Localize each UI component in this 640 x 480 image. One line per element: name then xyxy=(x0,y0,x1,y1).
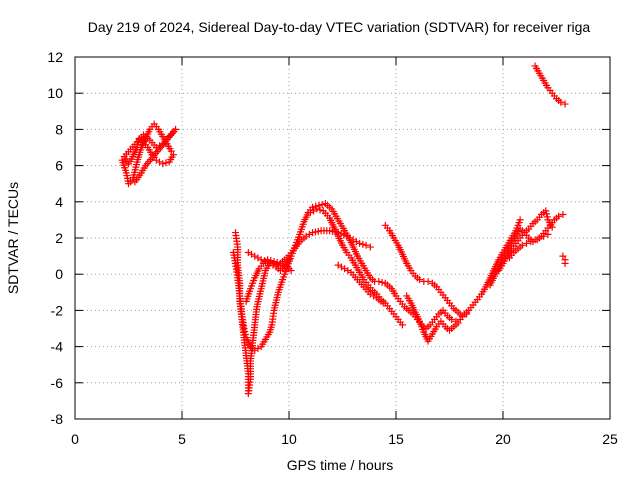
data-point xyxy=(362,241,370,249)
data-point xyxy=(240,325,248,332)
data-point xyxy=(162,159,170,167)
data-point xyxy=(264,258,272,266)
y-tick-label: 8 xyxy=(55,121,63,137)
data-point xyxy=(542,207,550,215)
y-tick-label: 2 xyxy=(55,230,63,246)
y-tick-label: 12 xyxy=(47,49,63,65)
data-point xyxy=(559,210,567,218)
y-tick-label: 4 xyxy=(55,194,63,210)
data-point xyxy=(248,250,256,258)
data-point xyxy=(165,158,173,166)
data-point xyxy=(378,278,386,286)
data-point xyxy=(337,263,345,271)
data-point xyxy=(156,158,164,166)
data-point xyxy=(260,257,268,265)
data-point xyxy=(518,241,526,249)
y-tick-label: 10 xyxy=(47,85,63,101)
data-point xyxy=(287,267,295,275)
x-tick-label: 25 xyxy=(602,431,618,447)
x-tick-label: 5 xyxy=(178,431,186,447)
y-axis-label: SDTVAR / TECUs xyxy=(5,182,21,294)
data-point xyxy=(379,299,387,307)
data-point xyxy=(344,267,352,275)
data-point xyxy=(375,277,383,285)
data-point xyxy=(535,234,543,242)
y-tick-label: 6 xyxy=(55,158,63,174)
data-point xyxy=(241,328,249,336)
data-point xyxy=(305,230,313,238)
x-tick-label: 20 xyxy=(495,431,511,447)
data-point xyxy=(267,258,275,266)
data-point xyxy=(531,236,539,244)
data-points xyxy=(118,62,569,398)
data-point xyxy=(561,259,569,267)
x-tick-label: 10 xyxy=(281,431,297,447)
data-point xyxy=(244,248,252,256)
data-point xyxy=(559,252,567,260)
data-point xyxy=(276,261,284,269)
data-point xyxy=(366,243,374,251)
data-point xyxy=(318,201,326,209)
data-point xyxy=(516,216,524,224)
data-point xyxy=(557,98,565,106)
y-tick-label: 0 xyxy=(55,266,63,282)
data-point xyxy=(334,261,342,269)
y-tick-label: -2 xyxy=(51,302,64,318)
data-point xyxy=(543,210,551,218)
data-point xyxy=(463,310,471,318)
data-point xyxy=(370,292,378,300)
data-point xyxy=(257,256,265,264)
axis-ticks xyxy=(74,56,611,420)
data-point xyxy=(548,223,556,231)
data-point xyxy=(359,240,367,248)
data-point xyxy=(241,331,249,339)
x-axis-label: GPS time / hours xyxy=(287,457,394,473)
y-tick-label: -8 xyxy=(51,411,64,427)
data-point xyxy=(352,238,360,246)
data-point xyxy=(555,212,563,220)
data-point xyxy=(424,277,432,285)
data-point xyxy=(561,100,569,108)
data-point xyxy=(458,312,466,320)
data-point xyxy=(280,262,288,270)
data-point xyxy=(167,147,175,155)
data-point xyxy=(316,206,324,214)
data-point xyxy=(544,230,552,238)
data-point xyxy=(309,203,317,211)
x-tick-label: 15 xyxy=(388,431,404,447)
data-point xyxy=(398,321,406,329)
data-point xyxy=(341,265,349,273)
y-tick-label: -4 xyxy=(51,339,64,355)
data-point xyxy=(131,178,139,186)
data-point xyxy=(448,315,456,323)
data-point xyxy=(356,239,364,247)
data-point xyxy=(540,232,548,240)
data-point xyxy=(454,319,462,327)
data-point xyxy=(270,259,278,267)
data-point xyxy=(159,160,167,168)
data-point xyxy=(416,276,424,284)
y-tick-labels: -8 -6 -4 -2 0 2 4 6 8 10 12 xyxy=(47,49,63,427)
data-point xyxy=(313,205,321,213)
data-point xyxy=(273,260,281,268)
data-point xyxy=(315,201,323,209)
data-point xyxy=(251,252,259,260)
x-tick-label: 0 xyxy=(71,431,79,447)
y-tick-label: -6 xyxy=(51,375,64,391)
data-point xyxy=(527,238,535,246)
chart-title: Day 219 of 2024, Sidereal Day-to-day VTE… xyxy=(88,19,591,35)
data-point xyxy=(543,213,551,221)
x-tick-labels: 0 5 10 15 20 25 xyxy=(71,431,618,447)
data-point xyxy=(523,239,531,247)
data-point xyxy=(254,254,262,262)
